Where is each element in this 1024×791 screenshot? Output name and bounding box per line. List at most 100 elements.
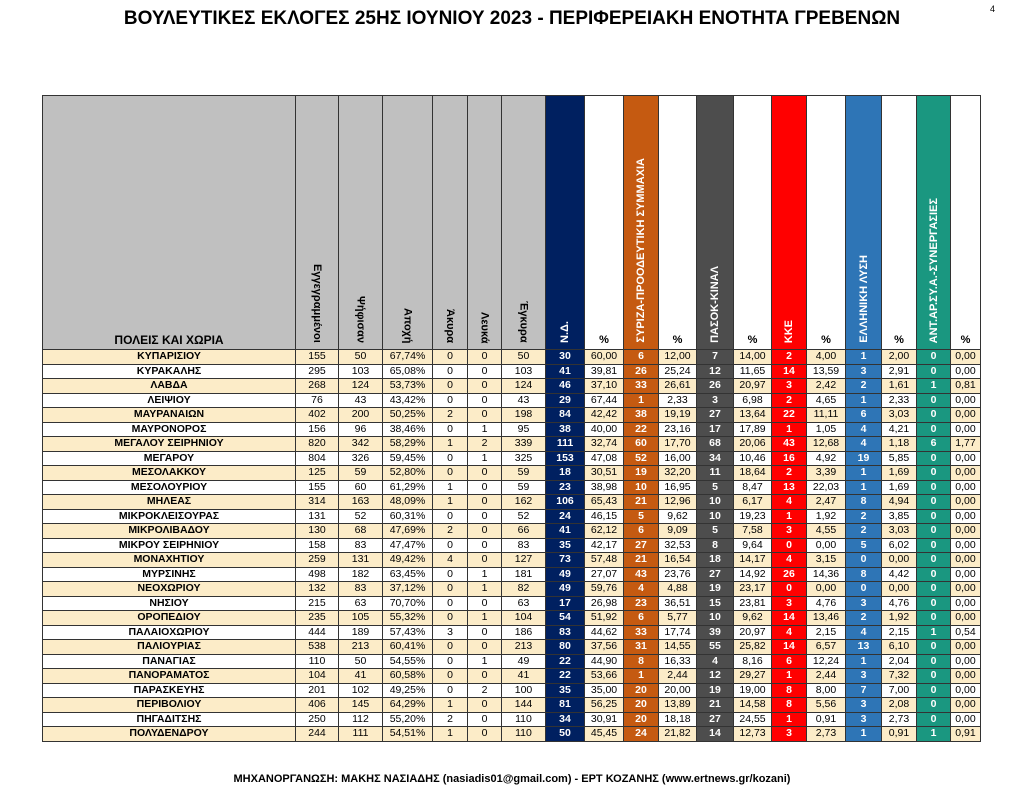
table-row: ΜΙΚΡΟΚΛΕΙΣΟΥΡΑΣ 131 52 60,31% 0 0 52 24 46,15 5 9,…: [42, 508, 981, 524]
party-percent: 1,05: [806, 421, 846, 437]
cell: 111: [338, 726, 383, 742]
party-votes: 41: [545, 523, 585, 539]
party-votes: 27: [696, 566, 734, 582]
cell: 0: [467, 363, 502, 379]
party-percent: 0,00: [950, 653, 981, 669]
party-votes: 26: [623, 363, 659, 379]
party-percent: 0,00: [950, 349, 981, 365]
party-votes: 1: [916, 624, 951, 640]
party-votes: 14: [696, 726, 734, 742]
header-places: ΠΟΛΕΙΣ ΚΑΙ ΧΩΡΙΑ: [42, 95, 296, 350]
header-party-label: ΠΑΣΟΚ-ΚΙΝΑΛ: [709, 266, 721, 343]
party-percent: 1,18: [881, 436, 917, 452]
party-percent: 9,62: [733, 610, 772, 626]
cell: 130: [295, 523, 339, 539]
party-percent: 1,69: [881, 479, 917, 495]
cell: 131: [338, 552, 383, 568]
table-row: ΜΕΣΟΛΟΥΡΙΟΥ 155 60 61,29% 1 0 59 23 38,98 10 16,95…: [42, 479, 981, 495]
cell: 1: [467, 566, 502, 582]
party-percent: 2,15: [881, 624, 917, 640]
page-number: 4: [990, 4, 996, 14]
place-name: ΜΥΡΣΙΝΗΣ: [42, 566, 296, 582]
party-votes: 5: [845, 537, 882, 553]
party-percent: 4,88: [658, 581, 697, 597]
party-percent: 0,00: [950, 610, 981, 626]
party-votes: 12: [696, 363, 734, 379]
cell: 0: [467, 668, 502, 684]
party-votes: 4: [845, 421, 882, 437]
party-votes: 1: [771, 421, 807, 437]
place-name: ΜΑΥΡΑΝΑΙΩΝ: [42, 407, 296, 423]
cell: 0: [467, 697, 502, 713]
party-percent: 6,57: [806, 639, 846, 655]
cell: 2: [432, 711, 468, 727]
cell: 0: [467, 639, 502, 655]
party-percent: 20,97: [733, 378, 772, 394]
cell: 538: [295, 639, 339, 655]
party-votes: 0: [771, 581, 807, 597]
party-percent: 16,95: [658, 479, 697, 495]
party-percent: 2,42: [806, 378, 846, 394]
cell: 41: [338, 668, 383, 684]
party-percent: 25,82: [733, 639, 772, 655]
party-percent: 11,11: [806, 407, 846, 423]
party-percent: 14,55: [658, 639, 697, 655]
table-row: ΜΗΛΕΑΣ 314 163 48,09% 1 0 162 106 65,43 21 12,96 10…: [42, 494, 981, 510]
party-votes: 0: [916, 508, 951, 524]
party-percent: 3,15: [806, 552, 846, 568]
header-percent: %: [584, 95, 624, 350]
party-percent: 13,64: [733, 407, 772, 423]
party-votes: 10: [696, 610, 734, 626]
party-percent: 8,00: [806, 682, 846, 698]
party-percent: 0,00: [950, 508, 981, 524]
party-votes: 26: [771, 566, 807, 582]
header-party-label: ΣΥΡΙΖΑ-ΠΡΟΟΔΕΥΤΙΚΗ ΣΥΜΜΑΧΙΑ: [635, 158, 647, 343]
header-stat-label: Αποχή: [401, 307, 414, 343]
cell: 250: [295, 711, 339, 727]
party-percent: 0,00: [950, 465, 981, 481]
table-row: ΠΟΛΥΔΕΝΔΡΟΥ 244 111 54,51% 1 0 110 50 45,45 24 21,…: [42, 726, 981, 742]
party-percent: 65,43: [584, 494, 624, 510]
party-percent: 32,20: [658, 465, 697, 481]
party-votes: 4: [845, 624, 882, 640]
cell: 1: [467, 581, 502, 597]
table-row: ΠΑΝΟΡΑΜΑΤΟΣ 104 41 60,58% 0 0 41 22 53,66 1 2,44 12…: [42, 668, 981, 684]
party-percent: 7,32: [881, 668, 917, 684]
party-percent: 20,00: [658, 682, 697, 698]
party-votes: 0: [916, 668, 951, 684]
party-votes: 4: [771, 552, 807, 568]
cell: 65,08%: [382, 363, 433, 379]
party-percent: 4,76: [806, 595, 846, 611]
party-votes: 38: [623, 407, 659, 423]
party-votes: 6: [916, 436, 951, 452]
header-stat: Αποχή: [382, 95, 433, 350]
party-votes: 8: [771, 682, 807, 698]
party-percent: 0,00: [950, 523, 981, 539]
party-percent: 2,04: [881, 653, 917, 669]
party-votes: 21: [696, 697, 734, 713]
cell: 49,42%: [382, 552, 433, 568]
cell: 0: [467, 479, 502, 495]
party-percent: 1,61: [881, 378, 917, 394]
party-percent: 57,48: [584, 552, 624, 568]
table-row: ΜΕΣΟΛΑΚΚΟΥ 125 59 52,80% 0 0 59 18 30,51 19 32,20 1…: [42, 465, 981, 481]
party-votes: 3: [845, 697, 882, 713]
cell: 0: [432, 653, 468, 669]
party-votes: 20: [623, 697, 659, 713]
party-votes: 4: [771, 624, 807, 640]
table-row: ΚΥΠΑΡΙΣΙΟΥ 155 50 67,74% 0 0 50 30 60,00 6 12,00 7 1…: [42, 349, 981, 365]
header-party: ΣΥΡΙΖΑ-ΠΡΟΟΔΕΥΤΙΚΗ ΣΥΜΜΑΧΙΑ: [623, 95, 659, 350]
party-votes: 0: [916, 450, 951, 466]
cell: 1: [432, 494, 468, 510]
party-votes: 15: [696, 595, 734, 611]
party-percent: 10,46: [733, 450, 772, 466]
party-percent: 22,03: [806, 479, 846, 495]
party-votes: 8: [845, 494, 882, 510]
party-votes: 18: [696, 552, 734, 568]
party-votes: 0: [916, 697, 951, 713]
party-votes: 2: [771, 392, 807, 408]
cell: 55,20%: [382, 711, 433, 727]
cell: 198: [501, 407, 546, 423]
party-votes: 38: [545, 421, 585, 437]
header-party: ΕΛΛΗΝΙΚΗ ΛΥΣΗ: [845, 95, 882, 350]
